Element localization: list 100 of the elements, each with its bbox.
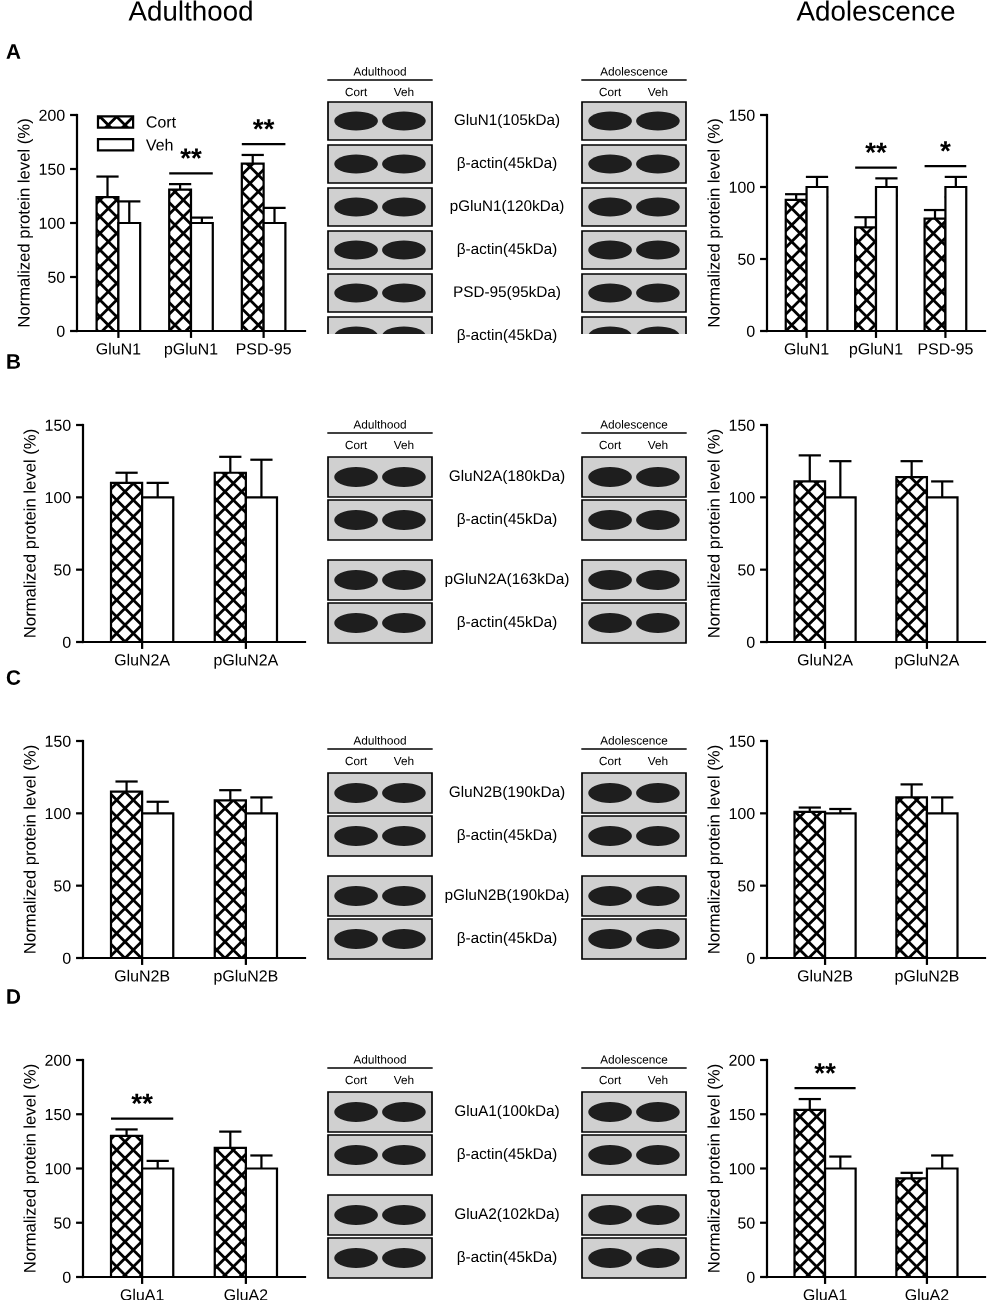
y-tick-label: 0 [746, 952, 755, 964]
y-tick-label: 50 [48, 271, 65, 283]
y-tick-label: 200 [45, 1054, 71, 1066]
text: A [6, 44, 21, 59]
category-label: β-actin(45kDa) [457, 1250, 557, 1266]
y-tick-label: 50 [54, 1217, 71, 1229]
text: D [7, 989, 21, 1004]
text: Cort [599, 87, 622, 97]
category-label: PSD-95(95kDa) [454, 285, 560, 301]
category-label: GluN2A(180kDa) [449, 469, 565, 485]
y-axis-title: Normalized protein level (%) [707, 745, 723, 953]
legend-label: Veh [145, 138, 173, 151]
x-tick-label: GluA1 [803, 1288, 847, 1300]
y-tick-label: 150 [729, 109, 755, 121]
text: Veh [393, 87, 414, 97]
y-tick-label: 150 [729, 735, 755, 747]
text: Adulthood [353, 1054, 406, 1064]
text: Adulthood [353, 735, 406, 745]
y-tick-label: 200 [39, 109, 65, 121]
y-tick-label: 0 [746, 325, 755, 337]
text: Adulthood [353, 67, 406, 76]
y-axis-title: Normalized protein level (%) [17, 119, 33, 327]
y-tick-label: 50 [54, 564, 71, 576]
text: C [6, 670, 21, 685]
x-tick-label: GluA1 [120, 1288, 164, 1300]
text: Cort [345, 1075, 368, 1085]
category-label: pGluN1(120kDa) [450, 199, 564, 215]
category-label: β-actin(45kDa) [457, 512, 557, 528]
y-axis-title: Normalized protein level (%) [23, 1064, 39, 1272]
y-tick-label: 150 [45, 1108, 71, 1121]
text: Cort [345, 440, 368, 450]
text: Cort [599, 756, 622, 766]
annotation: ** [252, 119, 275, 130]
y-tick-label: 150 [729, 419, 755, 431]
y-axis-title: Normalized protein level (%) [707, 429, 723, 637]
category-label: β-actin(45kDa) [457, 328, 557, 344]
y-tick-label: 0 [62, 952, 71, 964]
y-axis-title: Normalized protein level (%) [707, 119, 723, 327]
y-tick-label: 100 [45, 491, 71, 504]
annotation: ** [180, 148, 202, 159]
y-tick-label: 100 [729, 181, 755, 193]
text: Veh [393, 1075, 414, 1085]
y-tick-label: 150 [729, 1108, 755, 1121]
category-label: pGluN2A(163kDa) [445, 572, 569, 588]
y-tick-label: 150 [45, 419, 71, 431]
legend-label: Cort [146, 116, 176, 128]
x-tick-label: GluN2A [797, 653, 853, 666]
y-axis-title: Normalized protein level (%) [23, 745, 39, 953]
text: Cort [599, 440, 622, 450]
y-tick-label: 0 [62, 1271, 71, 1283]
text: B [7, 354, 21, 369]
y-tick-label: 150 [39, 163, 65, 175]
category-label: β-actin(45kDa) [457, 828, 557, 844]
text: Veh [647, 440, 668, 450]
y-tick-label: 50 [738, 880, 755, 892]
x-tick-label: GluN2B [114, 969, 170, 982]
annotation: ** [814, 1063, 836, 1074]
x-tick-label: PSD-95 [236, 343, 291, 355]
chart-title: Adolescence [796, 0, 955, 21]
x-tick-label: GluN2B [797, 969, 853, 982]
text: Veh [393, 440, 414, 450]
y-tick-label: 150 [45, 735, 71, 747]
category-label: GluN1(105kDa) [454, 113, 560, 129]
x-tick-label: pGluN2B [214, 969, 278, 985]
annotation: ** [131, 1093, 153, 1105]
x-tick-label: pGluN1 [164, 342, 218, 358]
category-label: pGluN2B(190kDa) [445, 888, 569, 904]
category-label: β-actin(45kDa) [457, 1147, 557, 1163]
y-axis-title: Normalized protein level (%) [23, 429, 39, 637]
y-tick-label: 50 [738, 1217, 755, 1229]
text: Cort [345, 756, 368, 766]
x-tick-label: GluN1 [784, 342, 829, 355]
y-tick-label: 0 [746, 636, 755, 648]
annotation: * [940, 141, 951, 152]
text: Veh [647, 1075, 668, 1085]
category-label: β-actin(45kDa) [457, 156, 557, 172]
x-tick-label: GluA2 [905, 1288, 949, 1300]
y-tick-label: 100 [39, 217, 65, 229]
x-tick-label: pGluN1 [849, 342, 903, 358]
x-tick-label: pGluN2A [895, 653, 960, 669]
y-tick-label: 50 [738, 564, 755, 576]
text: Veh [393, 756, 414, 766]
text: Cort [599, 1075, 622, 1085]
y-tick-label: 0 [746, 1271, 755, 1283]
text: Adolescence [600, 735, 668, 745]
x-tick-label: GluA2 [224, 1288, 268, 1300]
x-tick-label: pGluN2B [895, 969, 959, 985]
y-tick-label: 0 [62, 636, 71, 648]
y-axis-title: Normalized protein level (%) [707, 1064, 723, 1272]
x-tick-label: pGluN2A [214, 653, 279, 669]
y-tick-label: 0 [56, 325, 65, 337]
x-tick-label: GluN2A [114, 653, 171, 666]
y-tick-label: 50 [54, 880, 71, 892]
y-tick-label: 200 [729, 1054, 755, 1066]
y-tick-label: 100 [45, 1163, 71, 1175]
annotation: ** [865, 142, 887, 154]
y-tick-label: 100 [729, 491, 755, 504]
category-label: GluN2B(190kDa) [449, 785, 565, 801]
text: Adolescence [600, 419, 668, 429]
x-tick-label: GluN1 [96, 342, 141, 355]
